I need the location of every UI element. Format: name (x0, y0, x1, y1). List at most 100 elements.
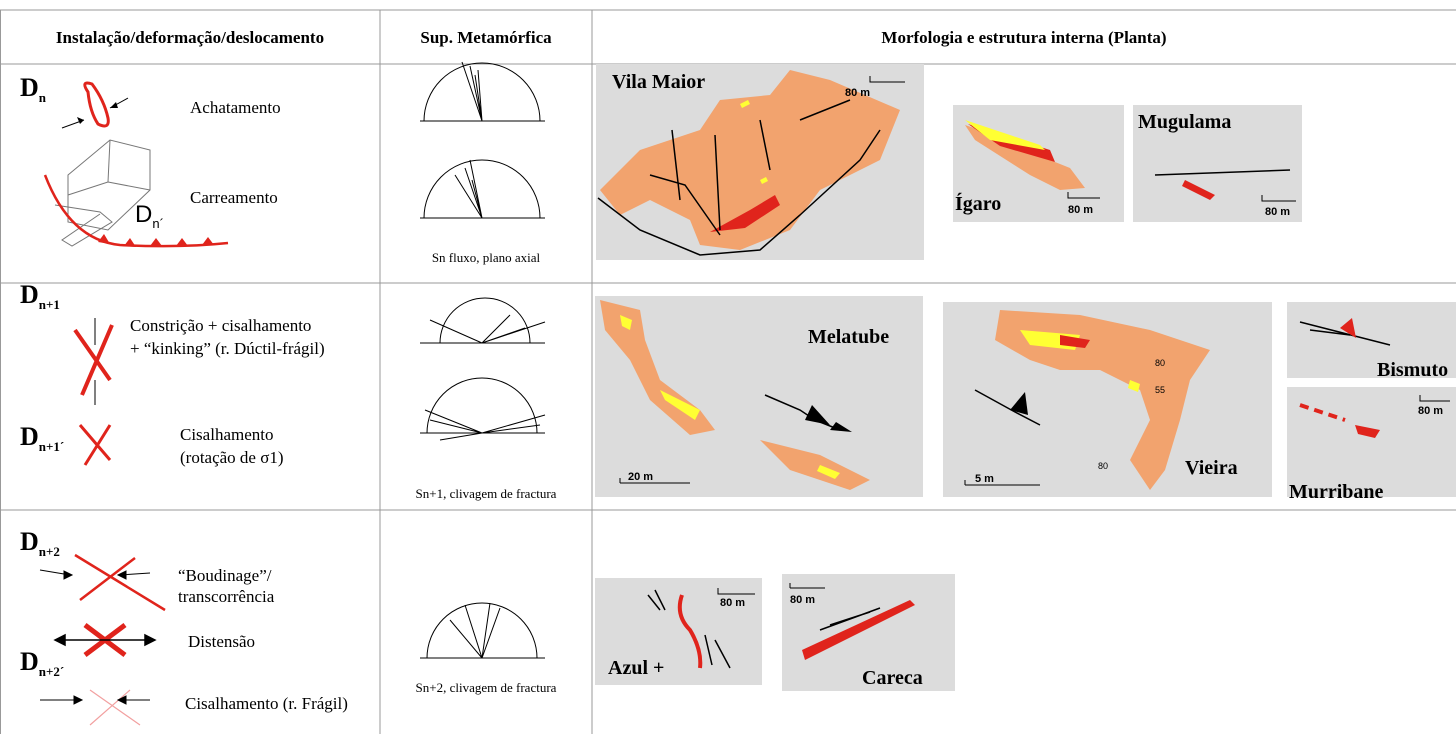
table-grid (0, 9, 1456, 734)
thrust (43, 174, 229, 248)
map-name: Azul + (608, 657, 664, 679)
scale-label: 80 m (1418, 405, 1443, 417)
header: Morfologia e estrutura interna (Planta) (881, 28, 1166, 47)
shape (420, 377, 546, 441)
scale-bar (869, 76, 905, 83)
label: Distensão (188, 632, 255, 651)
scale-bar (964, 480, 1040, 486)
map-name: Bismuto (1377, 359, 1448, 381)
phase-label: Dn+1 (20, 280, 60, 312)
note: Sn+1, clivagem de fractura (416, 486, 557, 501)
ore-body (600, 70, 900, 250)
scale-label: 80 m (1068, 204, 1093, 216)
map-panel (1287, 387, 1456, 497)
vein (1020, 330, 1140, 392)
faults (597, 99, 881, 256)
label: Carreamento (190, 188, 278, 207)
label: Achatamento (190, 98, 281, 117)
phase-label: Dn+2 (20, 527, 60, 559)
label: Cisalhamento (180, 425, 273, 444)
phase-symbol: D (20, 647, 39, 676)
arrows (53, 633, 157, 647)
thrust-teeth (1010, 392, 1028, 415)
scale-label: 80 m (720, 597, 745, 609)
map-panel (1133, 105, 1302, 222)
scale-label: 80 m (845, 87, 870, 99)
scale-bar (1261, 195, 1296, 202)
map-name: Melatube (808, 326, 889, 348)
shape (420, 61, 545, 122)
scale-label: 20 m (628, 471, 653, 483)
shape (420, 297, 546, 344)
label: transcorrência (178, 587, 275, 606)
note: Sn+2, clivagem de fractura (416, 680, 557, 695)
vein (620, 315, 840, 479)
scale-bar (619, 478, 690, 484)
fault (1299, 321, 1391, 346)
label: Cisalhamento (r. Frágil) (185, 694, 348, 713)
header: Sup. Metamórfica (420, 28, 552, 47)
phase-subscript: n (39, 90, 47, 105)
map-name: Ígaro (955, 192, 1001, 215)
header: Instalação/deformação/deslocamento (56, 28, 324, 47)
label: + “kinking” (r. Dúctil-frágil) (130, 339, 325, 358)
label: “Boudinage”/ (178, 566, 272, 585)
block (67, 139, 151, 231)
thrust-teeth (805, 405, 852, 432)
stereonet (420, 602, 545, 659)
shape (420, 159, 545, 219)
arrowheads (77, 102, 118, 124)
shear-x (74, 553, 166, 612)
phase-subscript: n´ (152, 216, 164, 231)
annotation: 55 (1155, 385, 1165, 395)
map-panel (595, 578, 762, 685)
phase-symbol: D (20, 73, 39, 102)
ore-body (995, 310, 1210, 490)
fault (974, 389, 1041, 426)
phase-label: Dn´ (135, 201, 164, 231)
shear-x (89, 689, 141, 726)
scale-bar (1067, 192, 1100, 199)
stereonet (420, 297, 546, 441)
vein (965, 120, 1045, 150)
vein (710, 195, 780, 232)
shear-x (73, 324, 114, 396)
phase-symbol: D (20, 527, 39, 556)
annotation: 80 (1098, 461, 1108, 471)
vein (1340, 318, 1356, 338)
phase-symbol: D (20, 422, 39, 451)
phase-label: Dn+1´ (20, 422, 64, 454)
arrows (61, 97, 129, 129)
phase-subscript: n+1 (39, 297, 60, 312)
map-name: Vila Maior (612, 71, 705, 93)
phase-symbol: D (20, 280, 39, 309)
vein (677, 594, 703, 669)
shear-x (78, 424, 112, 466)
phase-subscript: n+1´ (39, 439, 64, 454)
arrows (39, 569, 151, 580)
vein (1182, 180, 1215, 200)
shape (420, 602, 545, 659)
vein (1060, 335, 1090, 348)
scale-label: 80 m (1265, 206, 1290, 218)
map-name: Careca (862, 667, 923, 689)
phase-label: Dn+2´ (20, 647, 64, 679)
stereonet (420, 61, 545, 219)
note: Sn fluxo, plano axial (432, 250, 541, 265)
phase-subscript: n+2 (39, 544, 60, 559)
map-panel (782, 574, 955, 691)
scale-bar (717, 588, 755, 595)
loop-symbol (83, 81, 110, 128)
phase-label: Dn (20, 73, 47, 105)
map-name: Mugulama (1138, 111, 1231, 133)
arrows (40, 695, 150, 705)
map-name: Murribane (1289, 481, 1384, 503)
vein (1355, 425, 1380, 438)
fault (1154, 169, 1291, 176)
scale-label: 80 m (790, 594, 815, 606)
vein (1299, 403, 1346, 422)
faults (819, 607, 881, 631)
scale-label: 5 m (975, 473, 994, 485)
label: (rotação de σ1) (180, 448, 284, 467)
